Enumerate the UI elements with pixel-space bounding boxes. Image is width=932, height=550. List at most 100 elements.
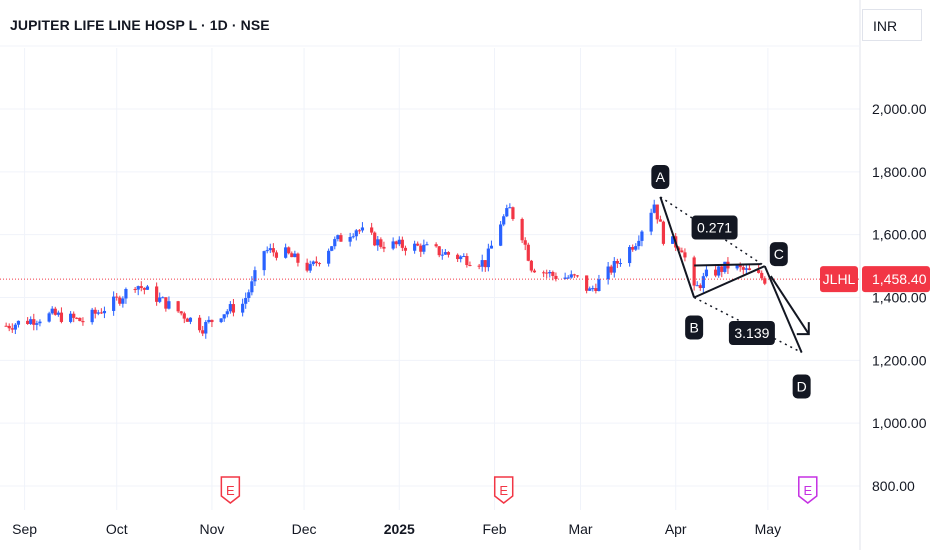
candle-body [671, 236, 675, 244]
candle-body [505, 208, 509, 217]
candle [72, 311, 76, 323]
price-tick-label: 800.00 [872, 478, 915, 494]
candle [26, 317, 30, 325]
candle-body [204, 321, 208, 334]
candle [465, 253, 469, 268]
candle-body [618, 263, 623, 265]
price-tick-label: 1,600.00 [872, 227, 927, 243]
candle [50, 306, 54, 315]
last-price-tags: JLHL 1,458.40 [820, 266, 930, 293]
pattern-point-a: A [651, 164, 670, 189]
symbol-tag-bg [820, 266, 858, 293]
candle-body [13, 324, 17, 330]
candle [118, 295, 122, 306]
candle [207, 316, 211, 324]
candle [542, 270, 546, 278]
candle-body [704, 269, 709, 277]
candle [253, 266, 257, 287]
candle-body [502, 216, 506, 225]
candle-body [400, 239, 404, 248]
candle-body [250, 281, 254, 293]
candle [763, 276, 767, 286]
candle [32, 313, 36, 331]
candle [640, 230, 644, 247]
candle-body [333, 239, 337, 247]
candle-body [376, 239, 380, 246]
earnings-badge [220, 476, 241, 504]
candle [317, 262, 322, 267]
candle [489, 240, 494, 249]
candle [69, 311, 73, 324]
projection-arrow-head [796, 322, 810, 336]
candle [505, 204, 509, 218]
candle-body [201, 330, 205, 334]
candle-body [78, 317, 82, 322]
candle [523, 237, 527, 251]
candle-body [437, 246, 441, 256]
candle-body [655, 204, 659, 220]
candle [47, 311, 51, 323]
candle [397, 236, 401, 247]
candle-body [698, 285, 702, 289]
candle [416, 241, 420, 247]
pattern-point-badge [792, 374, 811, 399]
candle [204, 320, 208, 339]
pattern-leg-cd [763, 265, 803, 353]
last-price-tag-value: 1,458.40 [872, 271, 927, 287]
candle [456, 253, 460, 263]
candle [7, 323, 11, 332]
candle [225, 309, 229, 318]
candle-body [379, 239, 383, 247]
candle [198, 315, 202, 333]
candle [274, 250, 279, 261]
candle-body [591, 288, 595, 290]
candle [591, 285, 595, 292]
candle-body [308, 264, 312, 271]
candle-body [391, 241, 395, 249]
candle [631, 244, 635, 252]
candle [102, 306, 107, 319]
time-tick-label: Oct [106, 521, 128, 537]
candle [351, 233, 355, 239]
candle [145, 284, 150, 290]
candle-body [222, 314, 226, 319]
candle [704, 264, 709, 278]
candle-body [198, 317, 202, 331]
price-axis: 2,000.00 1,800.00 1,600.00 1,400.00 1,200.00… [872, 101, 927, 494]
candle [59, 307, 64, 324]
candle-body [440, 254, 444, 256]
earnings-icon: E [493, 476, 514, 504]
candle [606, 261, 610, 285]
candle-body [32, 319, 36, 325]
candle [499, 221, 503, 247]
candle [96, 309, 100, 316]
pattern-point-letter: B [689, 320, 698, 336]
candle [634, 243, 638, 252]
candle-body [588, 288, 592, 291]
candle [336, 234, 340, 242]
candle-body [511, 207, 515, 220]
candle-body [634, 246, 638, 250]
ratio-label-text: 3.139 [734, 325, 769, 341]
candle [437, 245, 441, 258]
candle-body [529, 260, 533, 271]
candle [327, 248, 331, 267]
candle-body [90, 309, 94, 323]
currency-selector[interactable]: INR [862, 9, 922, 41]
candle-body [465, 256, 469, 266]
candle-body [661, 221, 666, 244]
candle [597, 274, 601, 292]
candle-body [47, 313, 51, 322]
candle [293, 250, 297, 258]
candle-body [284, 247, 288, 258]
candle-body [520, 219, 524, 241]
candle [185, 317, 189, 322]
candle-body [763, 278, 767, 284]
candle [93, 307, 97, 319]
candle [671, 236, 675, 244]
candle [545, 269, 549, 279]
candle-body [241, 303, 245, 313]
ratio-label-text: 0.271 [697, 220, 732, 236]
ratio-label-bg [728, 320, 775, 345]
